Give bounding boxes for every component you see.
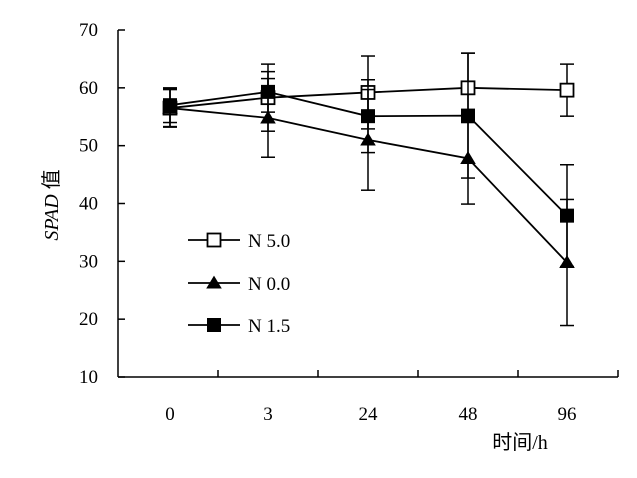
x-tick-label: 48 <box>459 404 478 425</box>
data-point <box>560 208 574 223</box>
y-axis-title: SPAD 值 <box>40 169 63 240</box>
x-tick-label: 3 <box>263 404 273 425</box>
series-2 <box>163 52 574 268</box>
y-tick-label: 60 <box>79 78 98 99</box>
y-tick-label: 40 <box>79 194 98 215</box>
legend-label: N 0.0 <box>248 274 290 295</box>
y-tick-label: 30 <box>79 251 98 272</box>
legend-marker <box>206 275 222 289</box>
y-tick-label: 70 <box>79 20 98 41</box>
data-point <box>163 98 177 113</box>
y-tick-label: 50 <box>79 136 98 157</box>
data-point <box>461 108 475 123</box>
y-tick-label: 20 <box>79 309 98 330</box>
y-tick-label: 10 <box>79 367 98 388</box>
y-axis-title-italic: SPAD <box>41 194 63 241</box>
legend-marker <box>207 318 221 332</box>
data-point <box>261 84 275 99</box>
series-layer <box>162 52 575 327</box>
x-tick-label: 96 <box>558 404 577 425</box>
data-point <box>260 110 276 124</box>
legend: N 5.0 N 0.0 N 1.5 <box>188 231 290 337</box>
legend-label: N 5.0 <box>248 231 290 252</box>
legend-marker <box>206 232 222 248</box>
data-point <box>559 82 575 98</box>
x-tick-label: 24 <box>359 404 379 425</box>
data-point <box>361 109 375 124</box>
x-tick-label: 0 <box>165 404 175 425</box>
y-ticks: 10 20 30 40 50 60 70 <box>79 20 125 388</box>
legend-label: N 1.5 <box>248 316 290 337</box>
y-axis-title-suffix: 值 <box>40 169 63 194</box>
x-axis-title: 时间/h <box>492 431 548 454</box>
x-ticks: 0 3 24 48 96 <box>165 370 619 425</box>
